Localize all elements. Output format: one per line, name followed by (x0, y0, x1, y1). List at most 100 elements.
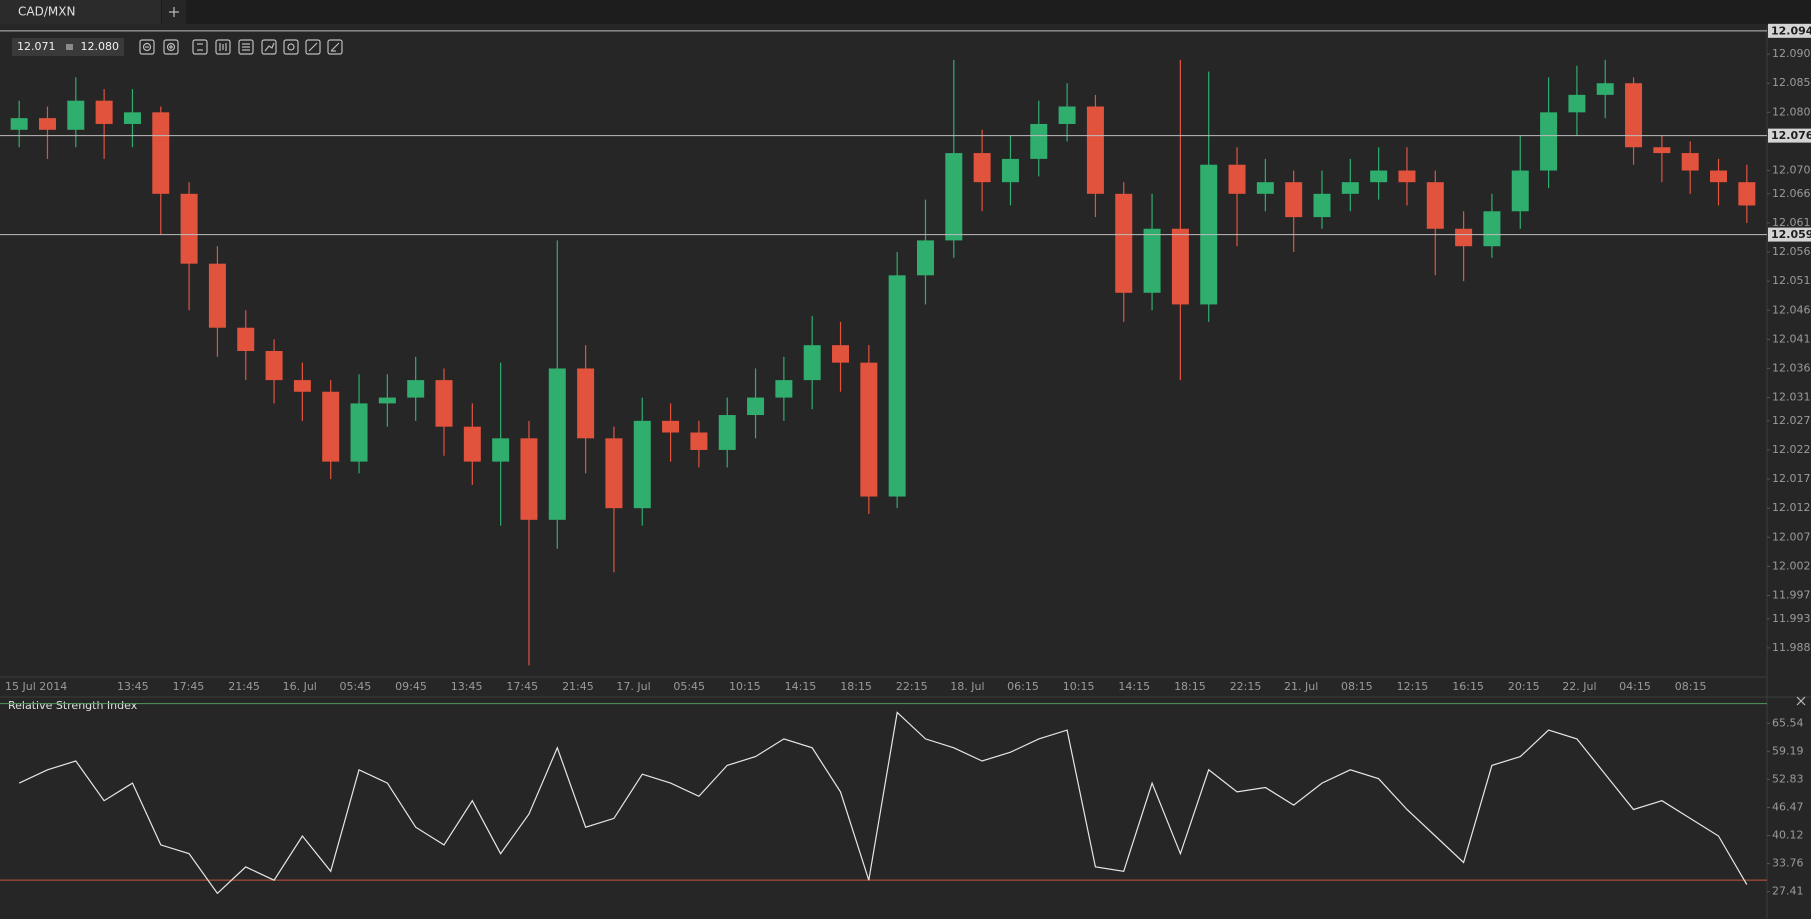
candle-body (208, 263, 226, 328)
candle-body (718, 415, 736, 450)
y-tick-label: 12.031 (1772, 391, 1811, 404)
candle-body (1568, 94, 1586, 113)
edit-button[interactable] (305, 39, 321, 55)
x-tick-label: 15 Jul 2014 (5, 680, 67, 693)
price-label-box (1768, 227, 1811, 242)
y-tick-label: 12.012 (1772, 501, 1811, 514)
candle-body (633, 420, 651, 509)
indicators-button[interactable] (238, 39, 254, 55)
x-tick-label: 10:15 (729, 680, 761, 693)
x-tick-label: 10:15 (1063, 680, 1095, 693)
x-tick-label: 12:15 (1397, 680, 1429, 693)
candle-body (180, 193, 198, 264)
ask-price[interactable]: 12.080 (81, 40, 120, 53)
template-button[interactable] (283, 39, 299, 55)
candle-body (1710, 170, 1728, 183)
candle-body (1426, 182, 1444, 229)
y-tick-label: 33.76 (1772, 857, 1804, 870)
x-tick-label: 21. Jul (1284, 680, 1318, 693)
x-tick-label: 13:45 (117, 680, 149, 693)
candle-body (1681, 153, 1699, 171)
x-tick-label: 21:45 (228, 680, 260, 693)
x-tick-label: 13:45 (451, 680, 483, 693)
candle-body (1228, 164, 1246, 194)
y-tick-label: 12.041 (1772, 332, 1811, 345)
zoom-in[interactable] (163, 39, 179, 55)
x-tick-label: 04:15 (1619, 680, 1651, 693)
y-tick-label: 12.061 (1772, 216, 1811, 229)
candle-body (265, 351, 283, 381)
toolbar (139, 39, 343, 55)
rsi-line (18, 711, 1748, 895)
candle-body (1001, 158, 1019, 183)
candle-body (38, 118, 56, 130)
candle-body (1171, 228, 1189, 305)
price-label-box (1768, 128, 1811, 143)
candle-body (1625, 83, 1643, 148)
settings-button[interactable] (327, 39, 343, 55)
candle-body (237, 327, 255, 351)
period-button[interactable] (192, 39, 208, 55)
x-tick-label: 05:45 (340, 680, 372, 693)
candle-body (973, 153, 991, 183)
candle-body (1653, 147, 1671, 154)
candle-body (1341, 182, 1359, 194)
x-tick-label: 05:45 (673, 680, 705, 693)
y-tick-label: 40.12 (1772, 828, 1804, 841)
price-label-box (1768, 23, 1811, 38)
x-tick-label: 17:45 (506, 680, 538, 693)
candle-body (152, 112, 170, 194)
candle-body (775, 380, 793, 398)
candle-body (662, 420, 680, 433)
drawing-button[interactable] (261, 39, 277, 55)
x-tick-label: 20:15 (1508, 680, 1540, 693)
tab[interactable] (0, 0, 161, 24)
candle-body (1596, 83, 1614, 95)
x-tick-label: 09:45 (395, 680, 427, 693)
chart-type-button[interactable] (215, 39, 231, 55)
x-tick-label: 18. Jul (950, 680, 984, 693)
x-tick-label: 08:15 (1675, 680, 1707, 693)
candle-body (520, 438, 538, 520)
x-tick-label: 17:45 (173, 680, 205, 693)
y-tick-label: 12.002 (1772, 559, 1811, 572)
x-tick-label: 18:15 (1174, 680, 1206, 693)
y-tick-label: 52.83 (1772, 772, 1804, 785)
x-tick-label: 21:45 (562, 680, 594, 693)
candle-body (1086, 106, 1104, 194)
quote-separator (66, 44, 73, 50)
tab-bar (0, 0, 1811, 24)
candle-body (548, 368, 566, 520)
candle-body (407, 380, 425, 398)
candle-body (378, 397, 396, 404)
candle-body (1398, 170, 1416, 183)
candle-body (1285, 182, 1303, 218)
close-indicator[interactable] (1796, 696, 1806, 706)
y-tick-label: 12.046 (1772, 303, 1811, 316)
x-tick-label: 16:15 (1452, 680, 1484, 693)
candle-body (1313, 193, 1331, 218)
x-tick-label: 22:15 (896, 680, 928, 693)
x-tick-label: 08:15 (1341, 680, 1373, 693)
candle-body (322, 391, 340, 462)
y-tick-label: 11.993 (1772, 612, 1811, 625)
x-tick-label: 06:15 (1007, 680, 1039, 693)
candle-body (1738, 182, 1756, 206)
y-tick-label: 46.47 (1772, 800, 1804, 813)
y-tick-label: 12.017 (1772, 472, 1811, 485)
bid-price[interactable]: 12.071 (17, 40, 56, 53)
x-tick-label: 18:15 (840, 680, 872, 693)
candle-body (350, 403, 368, 462)
y-tick-label: 27.41 (1772, 885, 1804, 898)
candle-body (577, 368, 595, 439)
x-tick-label: 22:15 (1230, 680, 1262, 693)
candle-body (67, 100, 85, 130)
candle-body (463, 426, 481, 462)
tab-label[interactable]: CAD/MXN (18, 5, 75, 19)
price-label: 12.094 (1771, 24, 1811, 37)
candle-body (293, 380, 311, 392)
y-tick-label: 12.090 (1772, 47, 1811, 60)
candle-body (945, 153, 963, 241)
zoom-out[interactable] (139, 39, 155, 55)
candle-body (916, 240, 934, 276)
